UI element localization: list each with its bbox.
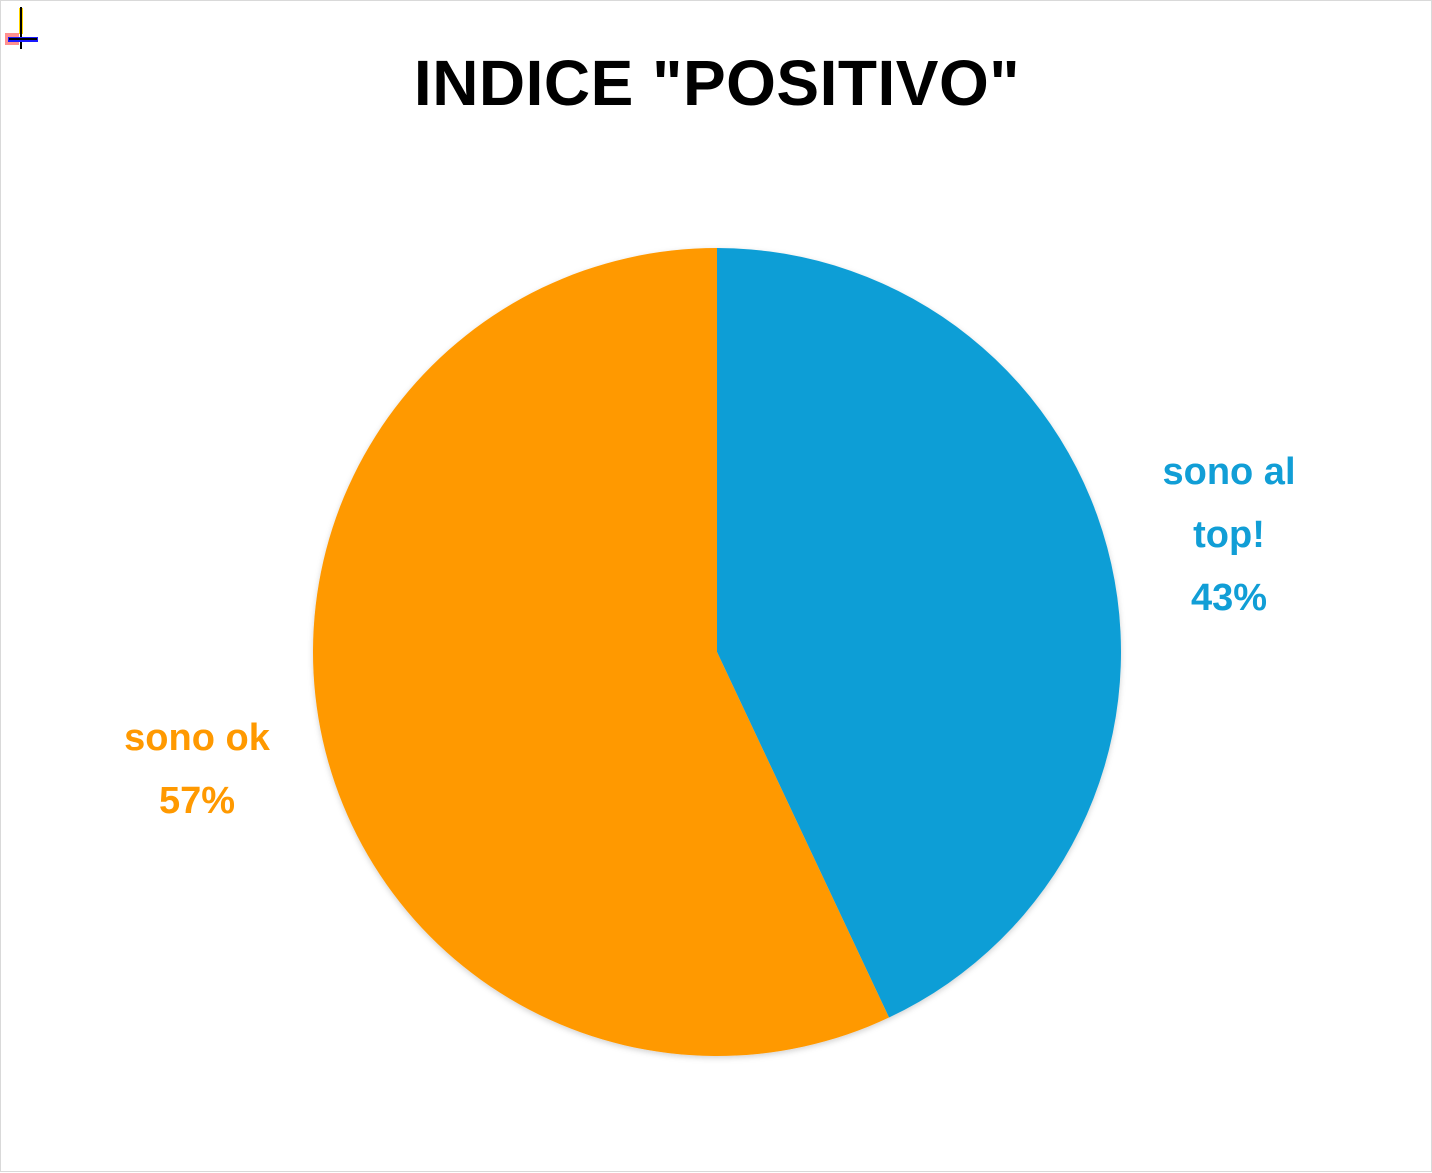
data-label-category: sono ok (124, 717, 270, 759)
data-label-percent: 43% (1190, 577, 1268, 619)
pie-slice-sono-ok[interactable] (312, 248, 890, 1056)
data-label-category: sono al top! (1162, 451, 1296, 556)
data-label-percent: 57% (158, 780, 236, 822)
data-label-sono-ok: sono ok 57% (97, 707, 297, 833)
resize-handle-icon[interactable] (3, 5, 39, 53)
data-label-sono-al-top: sono al top! 43% (1131, 441, 1327, 630)
chart-title: INDICE "POSITIVO" (413, 47, 1021, 119)
pie-slice-sono-al-top[interactable] (717, 248, 1121, 1018)
